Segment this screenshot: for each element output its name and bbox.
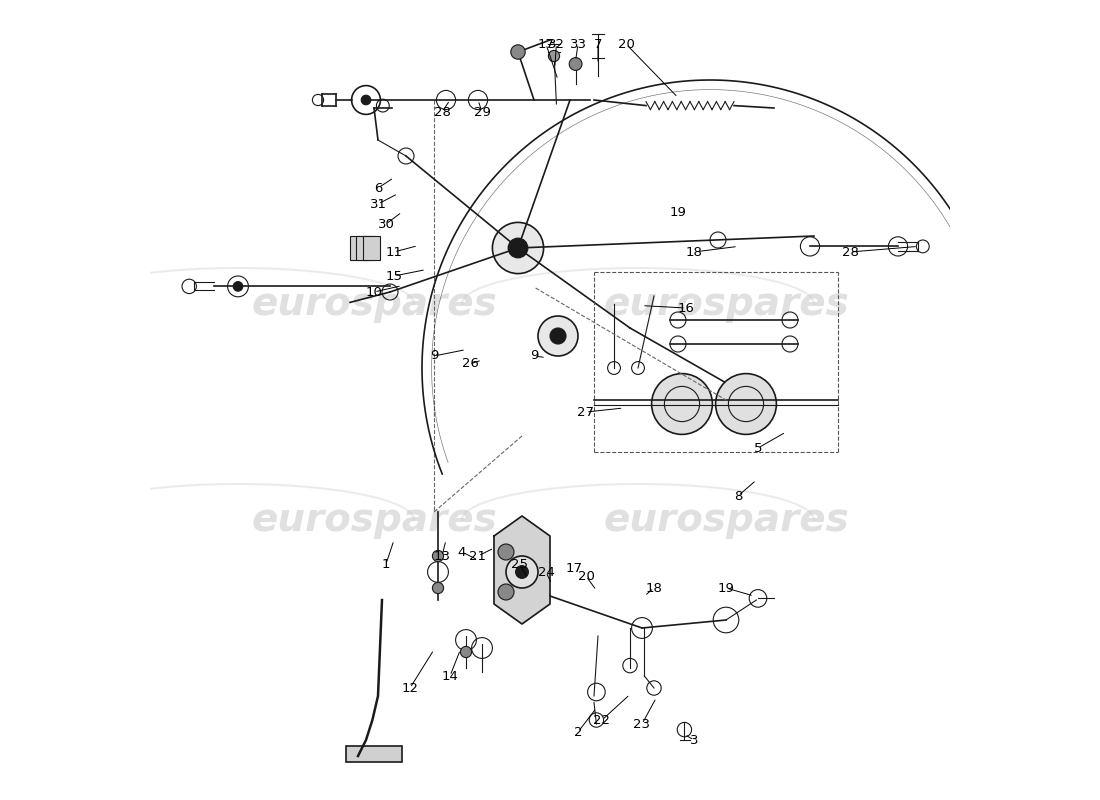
Bar [350,236,367,260]
Circle shape [461,646,472,658]
Text: 11: 11 [385,246,403,258]
Text: 26: 26 [462,358,478,370]
Text: 16: 16 [678,302,694,314]
Circle shape [498,584,514,600]
Text: 20: 20 [578,570,594,582]
Text: 13: 13 [433,550,451,562]
Circle shape [361,95,371,105]
Text: 1: 1 [382,558,390,570]
Circle shape [498,544,514,560]
Circle shape [510,45,525,59]
Text: 6: 6 [374,182,382,194]
Text: 3: 3 [690,734,698,746]
Text: 28: 28 [842,246,858,258]
Circle shape [651,374,713,434]
Polygon shape [494,516,550,624]
Text: 8: 8 [734,490,742,502]
Circle shape [538,316,578,356]
Text: 2: 2 [574,726,582,738]
Text: 18: 18 [646,582,662,594]
Circle shape [550,328,566,344]
Circle shape [493,222,543,274]
Text: 21: 21 [470,550,486,562]
Text: 19: 19 [717,582,735,594]
Text: 24: 24 [538,566,554,578]
Text: 9: 9 [530,350,538,362]
Circle shape [549,50,560,62]
Text: 19: 19 [670,206,686,218]
Circle shape [432,582,443,594]
Circle shape [508,238,528,258]
Text: 12: 12 [402,682,418,694]
Text: 4: 4 [458,546,466,558]
Circle shape [516,566,528,578]
Circle shape [233,282,243,291]
Text: eurospares: eurospares [603,285,849,323]
Text: 17: 17 [565,562,583,574]
Circle shape [569,58,582,70]
Text: 10: 10 [365,286,383,298]
Text: 30: 30 [377,218,395,230]
Text: 33: 33 [570,38,586,50]
Text: eurospares: eurospares [603,501,849,539]
Text: 9: 9 [430,350,438,362]
Bar [363,236,381,260]
Text: 29: 29 [474,106,491,118]
Text: eurospares: eurospares [251,501,497,539]
Circle shape [716,374,777,434]
Text: 20: 20 [617,38,635,50]
Text: 27: 27 [578,406,594,418]
Bar [346,746,402,762]
Text: 22: 22 [594,714,610,726]
Text: 7: 7 [594,38,603,50]
Text: 23: 23 [634,718,650,730]
Text: 14: 14 [441,670,459,682]
Text: 31: 31 [370,198,386,210]
Text: 5: 5 [754,442,762,454]
Text: 18: 18 [685,246,703,258]
Bar [356,236,374,260]
Text: eurospares: eurospares [251,285,497,323]
Text: 15: 15 [385,270,403,282]
Text: 25: 25 [512,558,528,570]
Text: 17: 17 [538,38,554,50]
Circle shape [506,556,538,588]
Circle shape [432,550,443,562]
Text: 28: 28 [433,106,450,118]
Text: 32: 32 [548,38,565,50]
